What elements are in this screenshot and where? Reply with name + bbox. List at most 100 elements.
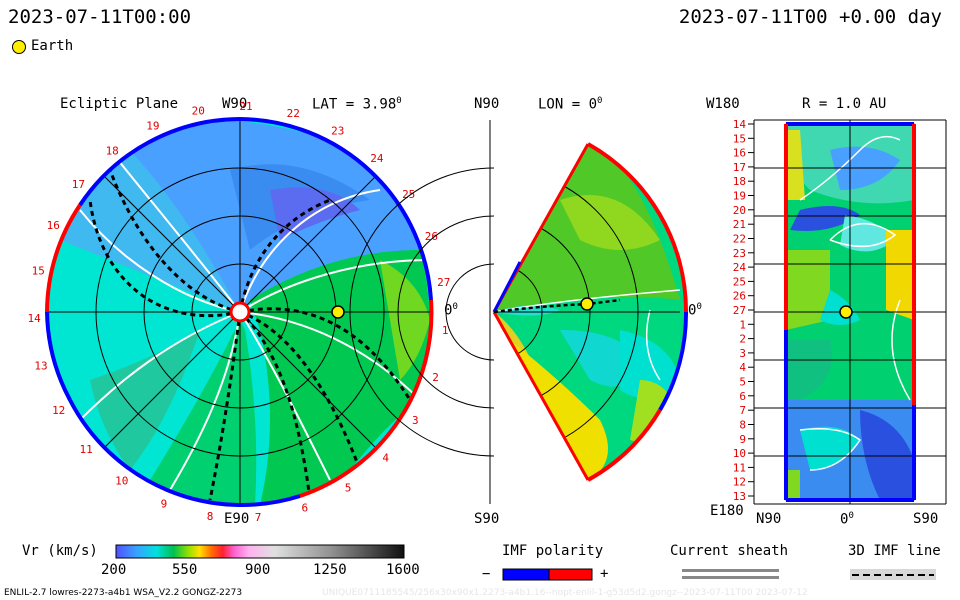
current-sheath-title: Current sheath — [670, 543, 789, 559]
radial-y-label: 27 — [733, 304, 746, 317]
radial-y-label: 9 — [739, 433, 746, 446]
colorbar-tick-1600: 1600 — [386, 562, 420, 578]
carrington-label: 6 — [301, 502, 308, 515]
ecliptic-bottom-label: E90 — [224, 511, 250, 527]
imf-polarity-positive-swatch — [548, 568, 593, 581]
ecliptic-plane-plot — [45, 117, 434, 507]
carrington-label: 18 — [106, 144, 119, 157]
ecliptic-title: Ecliptic Plane — [60, 96, 179, 112]
meridional-right-label: 00 — [688, 302, 702, 319]
radial-y-label: 6 — [739, 390, 746, 403]
carrington-label: 9 — [161, 497, 168, 510]
imf-polarity-plus: + — [600, 566, 609, 582]
carrington-label: 12 — [52, 404, 65, 417]
carrington-label: 27 — [437, 276, 450, 289]
radial-surface-plot: 1415161718192021222324252627123456789101… — [733, 118, 947, 505]
carrington-label: 5 — [345, 481, 352, 494]
radial-bottom-left-label: E180 — [710, 503, 744, 519]
carrington-label: 10 — [115, 475, 128, 488]
radial-y-labels: 1415161718192021222324252627123456789101… — [733, 118, 747, 503]
radial-y-label: 24 — [733, 261, 747, 274]
colorbar-tick-1250: 1250 — [313, 562, 347, 578]
carrington-label: 21 — [239, 100, 252, 113]
radial-y-label: 17 — [733, 161, 746, 174]
radial-y-label: 12 — [733, 476, 746, 489]
carrington-label: 25 — [402, 188, 415, 201]
radial-top-left-label: W180 — [706, 96, 740, 112]
vr-colorbar — [115, 544, 405, 559]
radial-y-label: 22 — [733, 233, 746, 246]
earth-marker-meridional — [580, 297, 594, 311]
meridional-lon-text: LON = 00 — [538, 96, 603, 113]
datetime-right: 2023-07-11T00 +0.00 day — [678, 6, 942, 28]
meridional-top-label: N90 — [474, 96, 500, 112]
carrington-label: 20 — [192, 104, 205, 117]
ecliptic-top-label: W90 — [222, 96, 248, 112]
radial-y-label: 21 — [733, 218, 746, 231]
radial-x-label-0: 00 — [840, 511, 854, 528]
radial-y-label: 10 — [733, 447, 746, 460]
radial-y-label: 16 — [733, 147, 746, 160]
carrington-label: 3 — [412, 414, 419, 427]
carrington-label: 16 — [47, 219, 60, 232]
radial-x-label-s90: S90 — [913, 511, 939, 527]
colorbar-tick-200: 200 — [101, 562, 127, 578]
carrington-label: 4 — [382, 452, 389, 465]
earth-marker-ecliptic — [331, 305, 345, 319]
radial-y-label: 14 — [733, 118, 747, 131]
imf-polarity-title: IMF polarity — [502, 543, 604, 559]
carrington-label: 19 — [146, 119, 159, 132]
ecliptic-right-label: 00 — [444, 302, 458, 319]
carrington-label: 7 — [255, 511, 262, 524]
radial-y-label: 25 — [733, 275, 746, 288]
carrington-label: 13 — [34, 359, 47, 372]
radial-y-label: 20 — [733, 204, 746, 217]
carrington-label: 24 — [370, 152, 384, 165]
radial-y-label: 15 — [733, 132, 746, 145]
radial-y-label: 2 — [739, 333, 746, 346]
footer-watermark: UNIQUE0711185545/256x30x90x1.2273-a4b1.1… — [322, 588, 808, 598]
colorbar-tick-900: 900 — [245, 562, 271, 578]
meridional-bottom-label: S90 — [474, 511, 500, 527]
imf-3d-line-swatch — [850, 569, 936, 580]
carrington-label: 23 — [331, 125, 344, 138]
radial-y-label: 26 — [733, 290, 746, 303]
radial-title: R = 1.0 AU — [802, 96, 887, 112]
carrington-label: 1 — [442, 324, 449, 337]
colorbar-label: Vr (km/s) — [22, 543, 98, 559]
radial-y-label: 4 — [739, 361, 746, 374]
radial-y-label: 11 — [733, 461, 746, 474]
carrington-label: 22 — [287, 107, 300, 120]
datetime-left: 2023-07-11T00:00 — [8, 6, 192, 28]
radial-y-label: 1 — [739, 318, 746, 331]
imf-3d-line-title: 3D IMF line — [848, 543, 941, 559]
radial-x-label-n90: N90 — [756, 511, 782, 527]
ecliptic-lat-text: LAT = 3.980 — [312, 96, 402, 113]
earth-legend-icon — [12, 40, 26, 54]
carrington-label: 17 — [72, 178, 85, 191]
carrington-label: 14 — [27, 312, 41, 325]
radial-y-label: 18 — [733, 175, 746, 188]
footer-model-text: ENLIL-2.7 lowres-2273-a4b1 WSA_V2.2 GONG… — [4, 588, 243, 598]
carrington-label: 11 — [79, 443, 92, 456]
current-sheath-swatch — [682, 569, 779, 579]
earth-marker-radial — [839, 305, 853, 319]
imf-polarity-negative-swatch — [502, 568, 550, 581]
radial-y-label: 5 — [739, 376, 746, 389]
colorbar-tick-550: 550 — [172, 562, 198, 578]
earth-legend-label: Earth — [31, 38, 74, 54]
carrington-label: 8 — [207, 510, 214, 523]
radial-y-label: 8 — [739, 419, 746, 432]
radial-y-label: 19 — [733, 190, 746, 203]
radial-y-label: 13 — [733, 490, 746, 503]
imf-polarity-minus: − — [482, 566, 491, 582]
radial-y-label: 3 — [739, 347, 746, 360]
radial-y-label: 23 — [733, 247, 746, 260]
radial-y-label: 7 — [739, 404, 746, 417]
carrington-label: 2 — [432, 371, 439, 384]
carrington-label: 26 — [425, 230, 438, 243]
sun-marker — [229, 301, 251, 323]
carrington-label: 15 — [32, 264, 45, 277]
